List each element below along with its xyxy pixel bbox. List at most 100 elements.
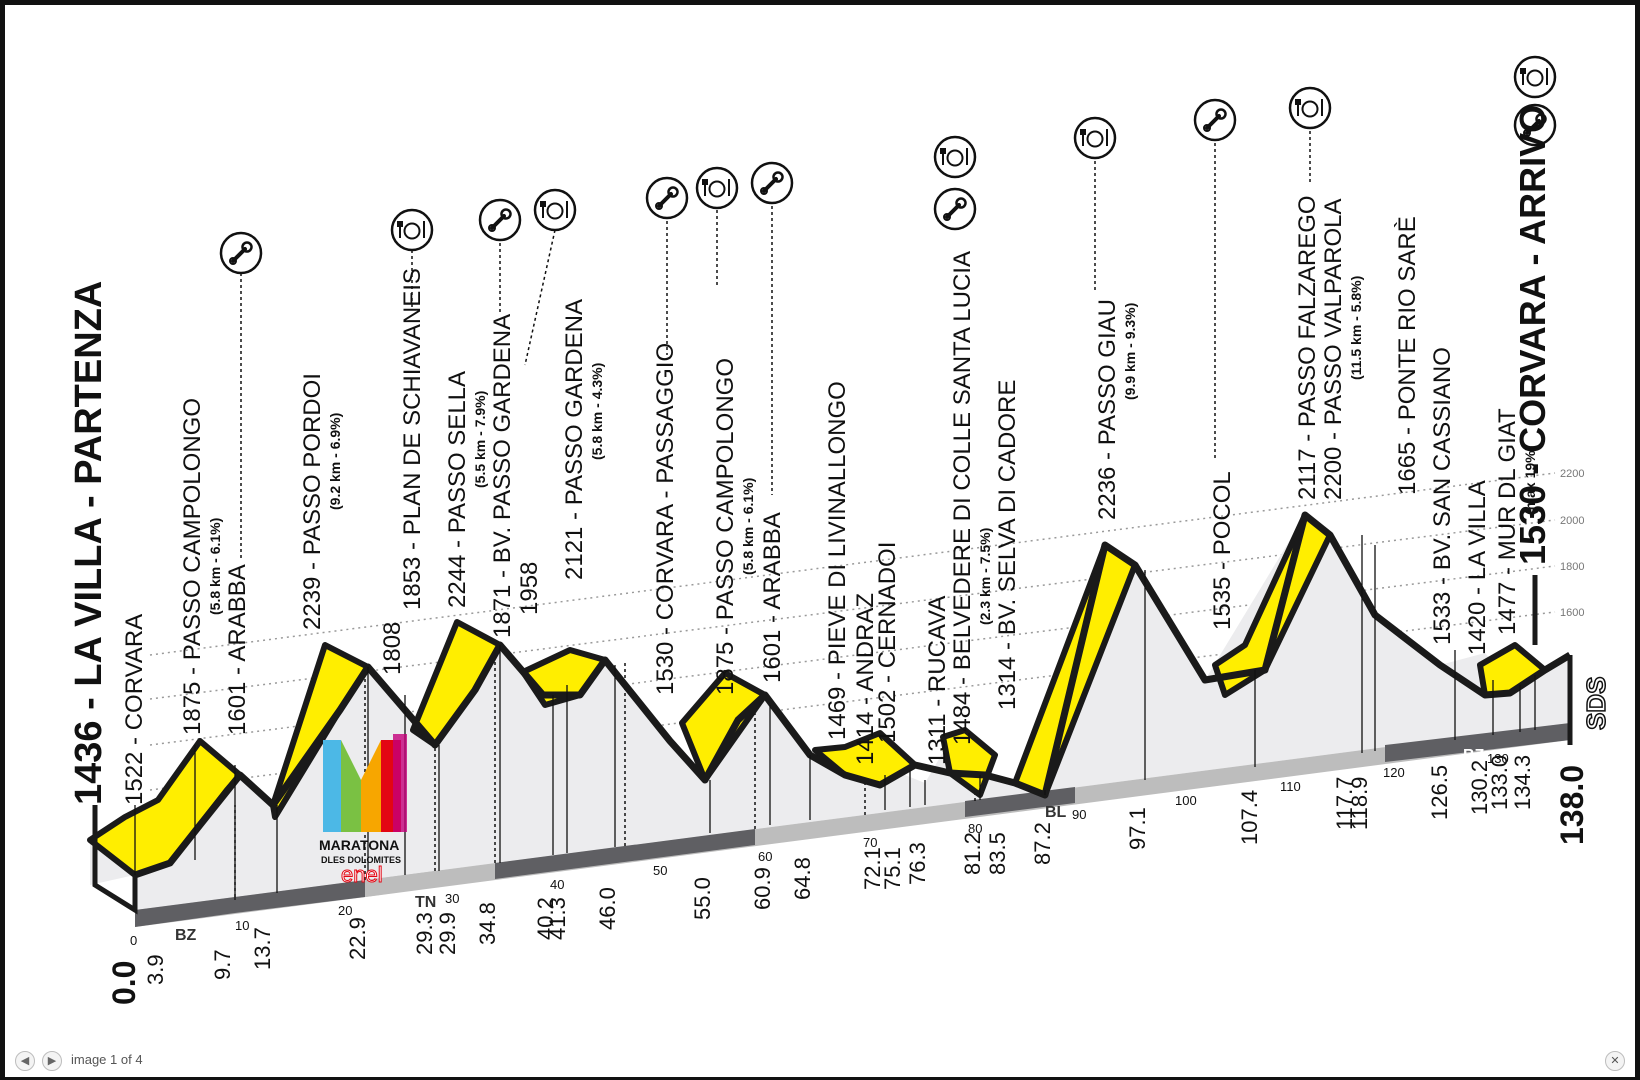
svg-text:BL: BL — [287, 910, 309, 927]
waypoint-climb-info: (11.5 km - 5.8%) — [1348, 276, 1364, 380]
sponsor-logo: enel — [341, 862, 383, 887]
waypoint-name: 2236 - PASSO GIAU — [1094, 299, 1121, 520]
logo-title: MARATONA — [319, 837, 399, 853]
svg-text:80: 80 — [968, 821, 982, 836]
waypoint-km: 83.5 — [985, 832, 1010, 875]
waypoint-climb-info: (5.8 km - 4.3%) — [589, 363, 605, 460]
svg-text:120: 120 — [1383, 765, 1405, 780]
start-post — [92, 805, 138, 915]
point-labels: 1522 - CORVARA 1875 - PASSO CAMPOLONGO (5.… — [121, 195, 1538, 805]
brand-mark: SDS — [1581, 677, 1611, 730]
waypoint-name: 1875 - PASSO CAMPOLONGO — [712, 358, 739, 695]
svg-text:BZ: BZ — [613, 869, 635, 886]
food-icon — [1513, 55, 1557, 99]
point-lines — [134, 535, 1536, 900]
waypoint-km: 41.3 — [545, 897, 570, 940]
arrow-right-icon: ▶ — [47, 1054, 57, 1067]
waypoint-km: 3.9 — [143, 954, 168, 985]
altitude-scale-label: 1800 — [1560, 561, 1584, 573]
svg-text:BZ: BZ — [175, 927, 197, 944]
start-label: 1436 - LA VILLA - PARTENZA 0.0 — [68, 281, 142, 1005]
waypoint-name: 1420 - LA VILLA — [1464, 480, 1491, 655]
service-leaders — [240, 125, 1311, 560]
waypoint-km: 75.1 — [880, 847, 905, 890]
svg-text:130: 130 — [1487, 751, 1509, 766]
waypoint-km: 133.0 — [1487, 755, 1512, 810]
waypoint-km: 13.7 — [250, 927, 275, 970]
svg-text:60: 60 — [758, 849, 772, 864]
waypoint-name: 1530 - CORVARA - PASSAGGIO — [652, 343, 679, 695]
service-icons — [219, 55, 1557, 275]
waypoint-climb-info: (2.3 km - 7.5%) — [977, 528, 993, 625]
altitude-gridlines — [149, 472, 1556, 791]
waypoint-km: 29.9 — [435, 912, 460, 955]
waypoint-name: 2239 - PASSO PORDOI — [299, 373, 326, 630]
food-icon — [1288, 86, 1332, 130]
svg-text:70: 70 — [863, 835, 877, 850]
waypoint-climb-info: (9.9 km - 9.3%) — [1122, 303, 1138, 400]
wrench-icon — [1513, 103, 1557, 147]
waypoint-climb-info: (5.8 km - 6.1%) — [740, 478, 756, 575]
road-strip — [135, 723, 1570, 927]
svg-text:110: 110 — [1280, 779, 1301, 794]
svg-text:100: 100 — [1175, 793, 1197, 808]
next-image-button[interactable]: ▶ — [42, 1051, 62, 1071]
image-counter: image 1 of 4 — [71, 1052, 143, 1067]
wrench-icon — [750, 161, 794, 205]
logo-subtitle: DLES DOLOMITES — [321, 855, 401, 865]
svg-text:50: 50 — [653, 863, 667, 878]
waypoint-km: 76.3 — [905, 842, 930, 885]
svg-text:30: 30 — [445, 891, 459, 906]
point-km-labels: 3.9 9.7 13.7 22.9 29.329.9 34.8 40.241.3 46.0 55… — [143, 755, 1535, 985]
waypoint-name: 1484 - BELVEDERE DI COLLE SANTA LUCIA — [949, 251, 976, 745]
waypoint-km: 55.0 — [690, 877, 715, 920]
svg-text:BL: BL — [1045, 804, 1067, 821]
waypoint-name: 2117 - PASSO FALZAREGO — [1294, 195, 1321, 500]
finish-km: 138.0 — [1554, 765, 1590, 845]
waypoint-km: 29.3 — [412, 912, 437, 955]
arrow-left-icon: ◀ — [20, 1054, 30, 1067]
waypoint-name: 1314 - BV. SELVA DI CADORE — [994, 380, 1021, 710]
svg-text:1530 - CORVA: 1530 - CORVARA - ARRIVO — [1512, 105, 1553, 565]
svg-text:0: 0 — [130, 933, 137, 948]
food-icon — [1073, 116, 1117, 160]
wrench-icon — [219, 231, 263, 275]
waypoint-km: 72.1 — [860, 847, 885, 890]
finish-label: 1530 - CORVARA - ARRIVO 138.0 SDS — [1512, 105, 1612, 845]
waypoint-km: 64.8 — [790, 857, 815, 900]
waypoint-km: 87.2 — [1030, 822, 1055, 865]
altitude-scale-label: 2000 — [1560, 515, 1584, 527]
svg-text:1436 - LA VI: 1436 - LA VILLA - PARTENZA — [68, 281, 110, 805]
close-button[interactable]: ✕ — [1605, 1051, 1625, 1071]
food-icon — [933, 135, 977, 179]
finish-title: CORVARA - ARRIVO — [1512, 105, 1553, 453]
waypoint-name: 1665 - PONTE RIO SARÈ — [1394, 216, 1421, 495]
start-title: LA VILLA - PARTENZA — [68, 281, 110, 687]
waypoint-name: 1533 - BV. SAN CASSIANO — [1429, 347, 1456, 645]
waypoint-name: 2200 - PASSO VALPAROLA — [1320, 199, 1347, 500]
waypoint-climb-info: (9.2 km - 6.9%) — [327, 413, 343, 510]
start-altitude: 1436 — [68, 720, 110, 805]
route-profile: 1600 1800 2000 2200 0 10 20 30 40 50 — [68, 55, 1612, 1005]
waypoint-name: 1853 - PLAN DE SCHIAVANEIS — [399, 268, 426, 610]
waypoint-km: 97.1 — [1125, 807, 1150, 850]
waypoint-name: 1311 - RUCAVA — [924, 596, 951, 765]
waypoint-name: 1522 - CORVARA — [121, 614, 148, 805]
viewer-footer: ◀ ▶ image 1 of 4 ✕ — [5, 1037, 1635, 1077]
svg-text:40: 40 — [550, 877, 564, 892]
svg-text:BZ: BZ — [1463, 747, 1485, 764]
image-viewer: 1600 1800 2000 2200 0 10 20 30 40 50 — [5, 5, 1635, 1077]
race-logo: MARATONA DLES DOLOMITES enel — [319, 734, 407, 888]
waypoint-name: 1414 - ANDRAZ — [852, 593, 879, 765]
waypoint-name: 1477 - MUR DL GIAT — [1494, 408, 1521, 635]
svg-text:10: 10 — [235, 918, 249, 933]
close-icon: ✕ — [1610, 1054, 1620, 1067]
waypoint-km: 40.2 — [533, 897, 558, 940]
waypoint-name: 1958 — [516, 562, 543, 615]
waypoint-km: 134.3 — [1510, 755, 1535, 810]
waypoint-name: 2121 - PASSO GARDENA — [561, 299, 588, 580]
waypoint-km: 118.9 — [1347, 777, 1372, 830]
svg-text:TN: TN — [415, 894, 436, 911]
prev-image-button[interactable]: ◀ — [15, 1051, 35, 1071]
waypoint-climb-info: (max 19%) — [1522, 446, 1538, 515]
